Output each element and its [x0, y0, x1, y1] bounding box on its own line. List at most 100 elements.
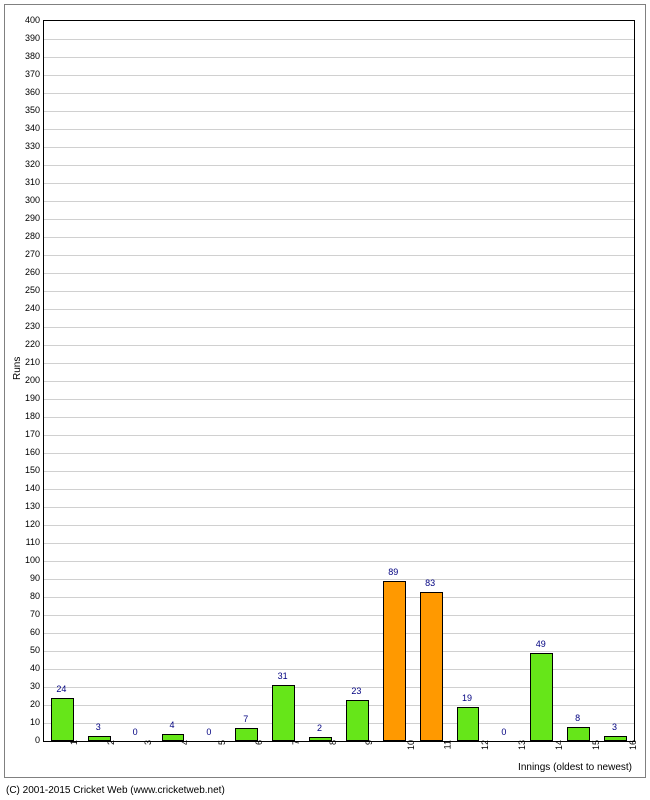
gridline: [44, 327, 634, 328]
gridline: [44, 399, 634, 400]
y-tick-label: 80: [6, 591, 40, 601]
bar: [383, 581, 406, 741]
gridline: [44, 309, 634, 310]
y-tick-label: 390: [6, 33, 40, 43]
bar-value-label: 89: [388, 567, 398, 577]
copyright-text: (C) 2001-2015 Cricket Web (www.cricketwe…: [6, 785, 225, 796]
gridline: [44, 219, 634, 220]
bar-value-label: 7: [243, 714, 248, 724]
gridline: [44, 165, 634, 166]
y-tick-label: 60: [6, 627, 40, 637]
y-tick-label: 360: [6, 87, 40, 97]
bar-value-label: 23: [351, 686, 361, 696]
x-tick-label: 7: [291, 740, 301, 745]
x-tick-label: 3: [143, 740, 153, 745]
gridline: [44, 561, 634, 562]
y-tick-label: 170: [6, 429, 40, 439]
y-tick-label: 350: [6, 105, 40, 115]
gridline: [44, 147, 634, 148]
x-tick-label: 12: [480, 740, 490, 750]
bar-value-label: 0: [206, 727, 211, 737]
gridline: [44, 435, 634, 436]
chart-container: Runs Innings (oldest to newest) (C) 2001…: [0, 0, 650, 800]
y-tick-label: 330: [6, 141, 40, 151]
gridline: [44, 525, 634, 526]
bar-value-label: 4: [170, 720, 175, 730]
gridline: [44, 615, 634, 616]
y-tick-label: 370: [6, 69, 40, 79]
y-tick-label: 270: [6, 249, 40, 259]
y-tick-label: 230: [6, 321, 40, 331]
gridline: [44, 237, 634, 238]
bar-value-label: 31: [278, 671, 288, 681]
plot-area: [43, 20, 635, 742]
bar-value-label: 83: [425, 578, 435, 588]
gridline: [44, 75, 634, 76]
y-tick-label: 320: [6, 159, 40, 169]
y-tick-label: 90: [6, 573, 40, 583]
y-tick-label: 40: [6, 663, 40, 673]
y-tick-label: 110: [6, 537, 40, 547]
gridline: [44, 543, 634, 544]
gridline: [44, 273, 634, 274]
bar-value-label: 2: [317, 723, 322, 733]
bar: [457, 707, 480, 741]
gridline: [44, 579, 634, 580]
y-tick-label: 400: [6, 15, 40, 25]
gridline: [44, 453, 634, 454]
gridline: [44, 201, 634, 202]
y-tick-label: 0: [6, 735, 40, 745]
y-tick-label: 190: [6, 393, 40, 403]
bar: [272, 685, 295, 741]
bar-value-label: 0: [501, 727, 506, 737]
gridline: [44, 507, 634, 508]
gridline: [44, 111, 634, 112]
y-tick-label: 100: [6, 555, 40, 565]
gridline: [44, 489, 634, 490]
bar: [567, 727, 590, 741]
bar-value-label: 3: [612, 722, 617, 732]
y-tick-label: 310: [6, 177, 40, 187]
y-tick-label: 20: [6, 699, 40, 709]
x-tick-label: 14: [554, 740, 564, 750]
bar-value-label: 24: [56, 684, 66, 694]
bar: [346, 700, 369, 741]
x-tick-label: 16: [628, 740, 638, 750]
gridline: [44, 633, 634, 634]
x-tick-label: 15: [591, 740, 601, 750]
x-tick-label: 9: [364, 740, 374, 745]
bar: [604, 736, 627, 741]
x-tick-label: 4: [180, 740, 190, 745]
y-tick-label: 160: [6, 447, 40, 457]
gridline: [44, 93, 634, 94]
bar-value-label: 19: [462, 693, 472, 703]
y-tick-label: 130: [6, 501, 40, 511]
x-tick-label: 1: [69, 740, 79, 745]
y-tick-label: 340: [6, 123, 40, 133]
gridline: [44, 597, 634, 598]
gridline: [44, 381, 634, 382]
x-tick-label: 8: [328, 740, 338, 745]
bar: [420, 592, 443, 741]
gridline: [44, 471, 634, 472]
bar: [530, 653, 553, 741]
x-tick-label: 5: [217, 740, 227, 745]
y-tick-label: 10: [6, 717, 40, 727]
bar-value-label: 3: [96, 722, 101, 732]
gridline: [44, 57, 634, 58]
y-tick-label: 50: [6, 645, 40, 655]
y-tick-label: 260: [6, 267, 40, 277]
x-tick-label: 2: [106, 740, 116, 745]
y-tick-label: 220: [6, 339, 40, 349]
gridline: [44, 255, 634, 256]
bar-value-label: 0: [133, 727, 138, 737]
gridline: [44, 39, 634, 40]
y-tick-label: 140: [6, 483, 40, 493]
gridline: [44, 363, 634, 364]
y-tick-label: 30: [6, 681, 40, 691]
y-tick-label: 70: [6, 609, 40, 619]
y-tick-label: 290: [6, 213, 40, 223]
y-tick-label: 240: [6, 303, 40, 313]
x-tick-label: 13: [517, 740, 527, 750]
bar-value-label: 49: [536, 639, 546, 649]
